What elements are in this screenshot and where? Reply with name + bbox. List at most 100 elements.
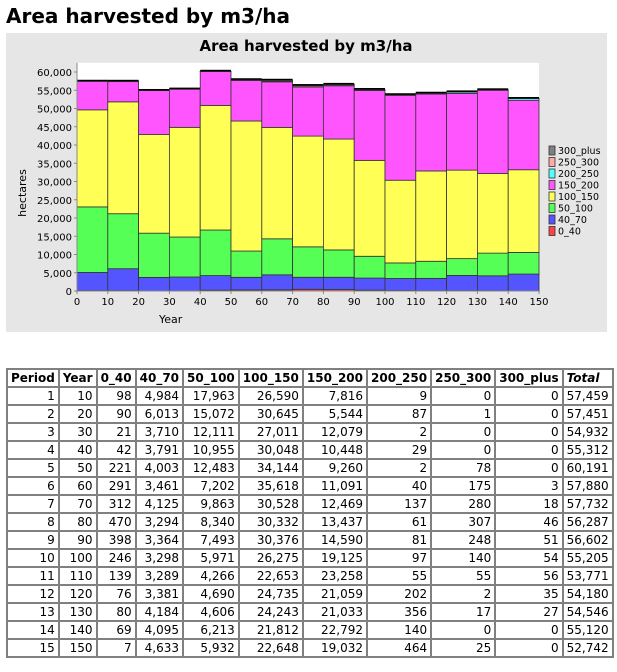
page-title: Area harvested by m3/ha — [6, 4, 290, 28]
bar-top-140 — [477, 88, 509, 90]
table-cell: 57,732 — [561, 494, 614, 514]
y-tick-label: 25,000 — [37, 196, 72, 207]
bar-40_70-10 — [76, 272, 109, 292]
x-tick-label: 120 — [437, 297, 456, 308]
table-cell: 9 — [365, 386, 433, 406]
table-cell: 4,266 — [182, 566, 240, 586]
bar-150_200-10 — [76, 80, 109, 111]
table-cell: 246 — [95, 548, 137, 568]
table-cell: 0 — [494, 404, 564, 424]
table-cell: 0 — [494, 638, 564, 658]
table-cell: 248 — [430, 530, 497, 550]
table-cell: 19,125 — [301, 548, 369, 568]
column-header: 300_plus — [494, 368, 564, 388]
y-tick-label: 30,000 — [37, 178, 72, 189]
table-cell: 69 — [95, 620, 137, 640]
table-cell: 18 — [494, 494, 564, 514]
table-row: 12 120 76 3,381 4,690 24,735 21,059 202 2 35 54,18… — [6, 584, 614, 604]
table-cell: 3 — [6, 422, 60, 442]
table-cell: 26,590 — [237, 386, 304, 406]
table-cell: 120 — [57, 584, 98, 604]
bar-150_200-30 — [138, 90, 170, 135]
bar-200_250-140 — [476, 89, 509, 91]
bar-100_150-120 — [415, 170, 447, 262]
table-cell: 76 — [95, 584, 137, 604]
x-tick-label: 110 — [406, 297, 425, 308]
legend-label-40_70: 40_70 — [558, 215, 587, 226]
bar-40_70-100 — [353, 277, 386, 291]
table-cell: 70 — [57, 494, 98, 514]
table-cell: 10,955 — [182, 440, 240, 460]
table-cell: 2 — [365, 422, 433, 442]
table-cell: 9,260 — [301, 458, 369, 478]
table-cell: 4,095 — [134, 620, 185, 640]
bar-50_100-90 — [322, 249, 355, 278]
table-cell: 24,243 — [237, 602, 304, 622]
column-header: Period — [6, 368, 60, 388]
table-cell: 80 — [57, 512, 98, 532]
table-cell: 22,653 — [237, 566, 304, 586]
table-cell: 10,448 — [301, 440, 369, 460]
bar-top-40 — [169, 87, 201, 90]
legend-label-300_plus: 300_plus — [558, 146, 601, 157]
bar-150_200-130 — [446, 92, 478, 171]
table-cell: 56,287 — [561, 512, 614, 532]
table-row: 8 80 470 3,294 8,340 30,332 13,437 61 307 46 56,28… — [6, 512, 614, 532]
bar-50_100-40 — [168, 236, 201, 278]
table-cell: 21,812 — [237, 620, 304, 640]
bar-50_100-30 — [138, 232, 170, 278]
table-cell: 4,690 — [182, 584, 240, 604]
bar-50_100-130 — [446, 258, 478, 276]
table-row: 5 50 221 4,003 12,483 34,144 9,260 2 78 0 60,191 — [6, 458, 614, 478]
bar-100_150-100 — [353, 159, 386, 257]
table-cell: 23,258 — [301, 566, 369, 586]
table-cell: 78 — [430, 458, 497, 478]
data-table: Period Year 0_40 40_70 50_100 100_150 150_200 2… — [6, 368, 614, 658]
table-cell: 7,202 — [182, 476, 240, 496]
table-cell: 5,544 — [301, 404, 369, 424]
bar-50_100-110 — [384, 262, 417, 279]
legend-label-150_200: 150_200 — [558, 181, 599, 192]
table-cell: 7,493 — [182, 530, 240, 550]
table-cell: 40 — [365, 476, 433, 496]
y-tick-label: 40,000 — [37, 141, 72, 152]
column-header: 40_70 — [134, 368, 185, 388]
table-cell: 56 — [494, 566, 564, 586]
bar-40_70-110 — [384, 278, 417, 291]
table-cell: 29 — [365, 440, 433, 460]
table-cell: 14 — [6, 620, 60, 640]
column-header: 0_40 — [95, 368, 137, 388]
bar-50_100-50 — [199, 229, 232, 276]
bar-40_70-70 — [261, 274, 294, 291]
bar-top-100 — [354, 87, 385, 90]
table-cell: 81 — [365, 530, 433, 550]
table-cell: 12,483 — [182, 458, 240, 478]
table-cell: 110 — [57, 566, 98, 586]
table-cell: 7 — [6, 494, 60, 514]
table-cell: 15,072 — [182, 404, 240, 424]
chart-title: Area harvested by m3/ha — [200, 37, 413, 55]
table-cell: 1 — [430, 404, 497, 424]
table-cell: 6 — [6, 476, 60, 496]
table-cell: 140 — [365, 620, 433, 640]
table-cell: 10 — [57, 386, 98, 406]
table-cell: 42 — [95, 440, 137, 460]
bar-40_70-150 — [507, 273, 540, 292]
legend-swatch-250_300 — [548, 157, 556, 167]
x-tick-label: 10 — [101, 297, 114, 308]
column-header: 100_150 — [237, 368, 304, 388]
table-cell: 34,144 — [237, 458, 304, 478]
y-tick-label: 20,000 — [37, 214, 72, 225]
x-tick-label: 50 — [225, 297, 238, 308]
bar-top-110 — [385, 93, 416, 95]
table-cell: 3 — [494, 476, 564, 496]
table-cell: 26,275 — [237, 548, 304, 568]
bar-50_100-120 — [415, 260, 447, 279]
stacked-bar-chart: Area harvested by m3/ha Year hectares 0 5… — [16, 37, 601, 326]
table-cell: 24,735 — [237, 584, 304, 604]
table-cell: 97 — [365, 548, 433, 568]
table-cell: 27 — [494, 602, 564, 622]
table-cell: 22,792 — [301, 620, 369, 640]
bar-100_150-40 — [168, 126, 201, 238]
legend-label-250_300: 250_300 — [558, 158, 599, 169]
